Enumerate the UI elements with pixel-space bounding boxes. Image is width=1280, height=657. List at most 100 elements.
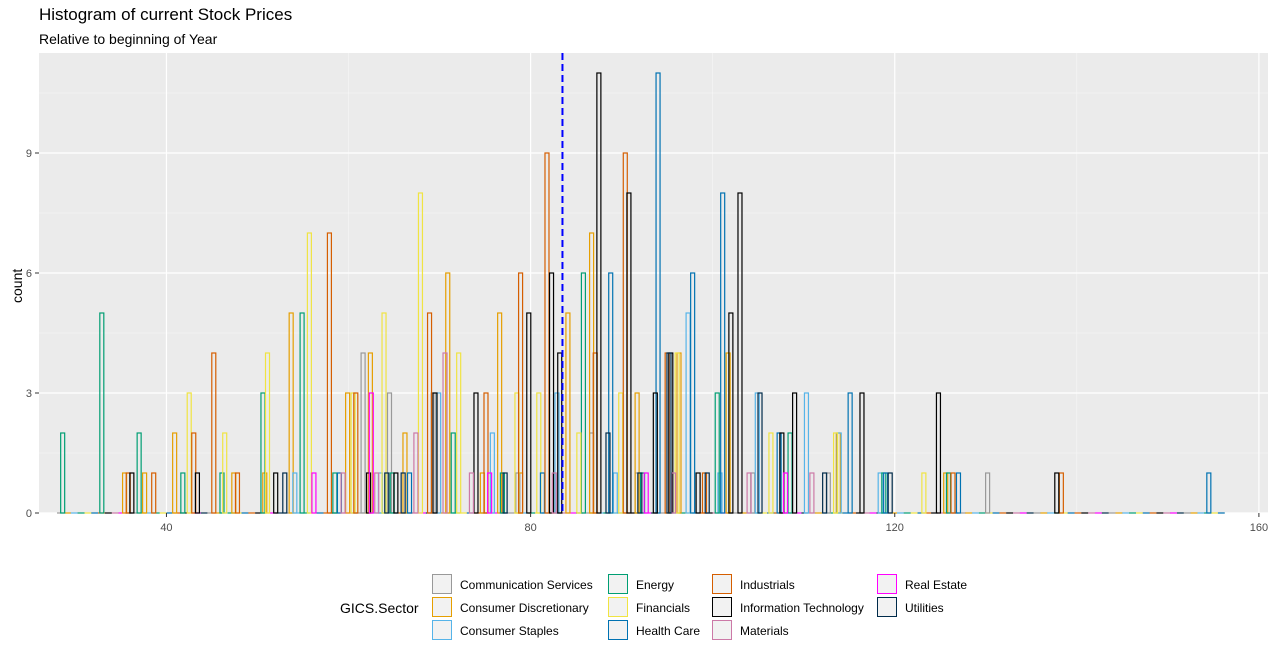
histogram-bar (717, 472, 723, 514)
histogram-bars (60, 72, 1212, 514)
histogram-bar (306, 232, 312, 514)
legend-label: Consumer Staples (460, 624, 559, 638)
histogram-bar (345, 392, 351, 514)
histogram-bar (432, 392, 438, 514)
histogram-bar (1206, 472, 1212, 514)
histogram-bar (273, 472, 279, 514)
histogram-bar (955, 472, 962, 514)
legend-label: Communication Services (460, 578, 593, 592)
histogram-bar (360, 352, 366, 514)
legend-key-swatch (432, 597, 452, 617)
histogram-bar (211, 352, 217, 514)
x-tick-label: 80 (524, 522, 536, 534)
histogram-bar (655, 72, 661, 514)
histogram-bar (526, 312, 532, 514)
y-tick-label: 3 (26, 388, 32, 400)
legend-label: Industrials (740, 578, 795, 592)
histogram-bar (456, 352, 462, 514)
histogram-bar (299, 312, 305, 514)
histogram-bar (792, 392, 798, 514)
legend-label: Health Care (636, 624, 701, 638)
histogram-bar (311, 472, 317, 514)
histogram-bar (426, 312, 433, 514)
chart-subtitle: Relative to beginning of Year (39, 31, 218, 47)
histogram-bar (776, 432, 782, 514)
histogram-bar (548, 272, 555, 514)
histogram-bar (180, 472, 186, 514)
histogram-bar (393, 472, 399, 514)
histogram-bar (768, 432, 774, 514)
histogram-bar (483, 392, 489, 514)
histogram-bar (487, 472, 493, 514)
histogram-bar (450, 432, 456, 514)
histogram-bar (219, 472, 225, 514)
legend-key-swatch (712, 597, 732, 617)
histogram-bar (99, 312, 105, 514)
histogram-bar (608, 272, 614, 514)
histogram-bar (859, 392, 865, 514)
legend-key-swatch (432, 574, 452, 594)
histogram-bar (643, 472, 649, 514)
histogram-bar (943, 472, 949, 514)
histogram-bar (782, 472, 789, 514)
histogram-bar (809, 472, 815, 514)
histogram-bar (652, 392, 658, 514)
histogram-bar (473, 392, 479, 514)
histogram-bar (151, 472, 157, 514)
legend-key-swatch (877, 574, 897, 594)
histogram-bar (737, 192, 743, 514)
legend-key-swatch (712, 620, 732, 640)
histogram-bar (596, 72, 602, 514)
histogram-bar (803, 392, 810, 514)
histogram-bar (129, 472, 135, 514)
histogram-bar (690, 272, 696, 514)
legend-label: Information Technology (740, 601, 864, 615)
histogram-bar (674, 352, 680, 514)
histogram-bar (282, 472, 288, 514)
legend-label: Utilities (905, 601, 944, 615)
legend-key-swatch (608, 620, 628, 640)
chart-title: Histogram of current Stock Prices (39, 5, 293, 24)
histogram-bar (350, 392, 356, 514)
legend-key-swatch (608, 574, 628, 594)
histogram-bar (757, 392, 763, 514)
histogram-bar (565, 312, 571, 514)
legend-label: Real Estate (905, 578, 968, 592)
x-tick-label: 40 (160, 522, 172, 534)
x-tick-label: 120 (886, 522, 904, 534)
histogram-bar (499, 472, 505, 514)
legend-label: Financials (636, 601, 691, 615)
histogram-bar (580, 272, 587, 514)
legend-label: Consumer Discretionary (460, 601, 589, 615)
histogram-bar (368, 392, 374, 514)
histogram-bar (822, 472, 828, 514)
histogram-bar (921, 472, 927, 514)
y-tick-label: 6 (26, 268, 32, 280)
histogram-bar (517, 272, 524, 514)
histogram-bar (502, 472, 508, 514)
histogram-bar (136, 432, 142, 514)
histogram-bar (985, 472, 991, 514)
histogram-bar (554, 392, 560, 514)
histogram-bar (288, 312, 294, 514)
histogram-bar (1054, 472, 1060, 514)
histogram-bar (292, 472, 298, 514)
histogram-bar (381, 312, 387, 514)
legend-label: Energy (636, 578, 675, 592)
histogram-bar (417, 192, 424, 514)
histogram-bar (746, 472, 752, 514)
histogram-bar (950, 472, 956, 514)
histogram-bar (468, 472, 475, 514)
histogram-bar (832, 432, 839, 514)
histogram-bar (704, 472, 710, 514)
histogram-plot: 40 80 120 160 0 3 6 9 (26, 53, 1268, 534)
x-axis-ticks: 40 80 120 160 (160, 513, 1268, 534)
histogram-bar (551, 472, 557, 514)
histogram-bar (384, 472, 390, 514)
histogram-bar (442, 352, 448, 514)
histogram-bar (172, 432, 178, 514)
histogram-bar (754, 392, 760, 514)
histogram-bar (637, 472, 643, 514)
histogram-bar (194, 472, 201, 514)
histogram-bar (887, 472, 893, 514)
